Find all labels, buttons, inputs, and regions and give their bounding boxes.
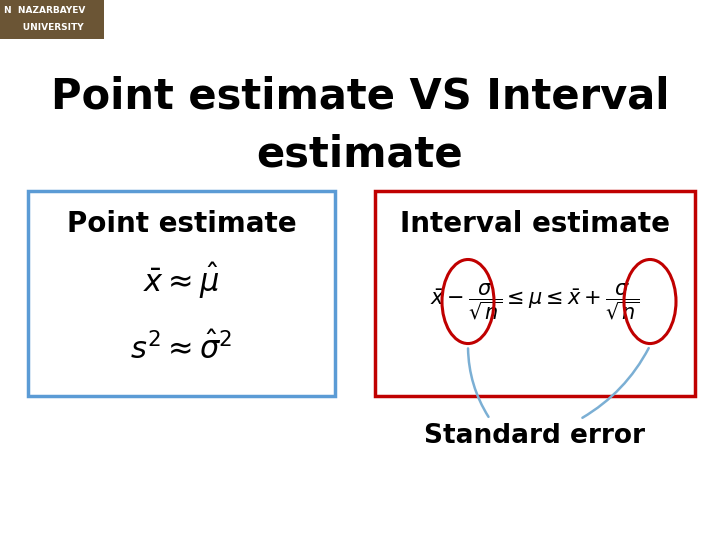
Text: $\bar{x} \approx \hat{\mu}$: $\bar{x} \approx \hat{\mu}$ — [143, 260, 220, 301]
Text: 13: 13 — [14, 514, 32, 527]
Text: Interval estimate: Interval estimate — [400, 210, 670, 238]
Text: Foundation Year Program: Foundation Year Program — [498, 12, 698, 26]
Text: 2016-17: 2016-17 — [642, 514, 706, 528]
Text: $s^2 \approx \hat{\sigma}^2$: $s^2 \approx \hat{\sigma}^2$ — [130, 332, 233, 366]
Text: Point estimate VS Interval: Point estimate VS Interval — [50, 76, 670, 118]
Text: $\bar{x} - \dfrac{\sigma}{\sqrt{n}} \leq \mu \leq \bar{x} + \dfrac{\sigma}{\sqrt: $\bar{x} - \dfrac{\sigma}{\sqrt{n}} \leq… — [431, 281, 639, 322]
Bar — [28, 191, 335, 396]
Text: estimate: estimate — [257, 133, 463, 176]
FancyBboxPatch shape — [0, 0, 104, 39]
Text: Point estimate: Point estimate — [67, 210, 297, 238]
Bar — [375, 191, 695, 396]
Text: Standard error: Standard error — [425, 423, 646, 449]
Text: UNIVERSITY: UNIVERSITY — [4, 24, 84, 32]
Text: N  NAZARBAYEV: N NAZARBAYEV — [4, 6, 85, 15]
